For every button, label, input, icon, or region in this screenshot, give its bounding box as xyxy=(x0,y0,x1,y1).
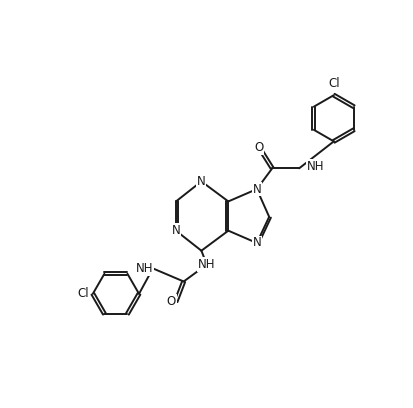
Text: N: N xyxy=(171,224,180,237)
Text: NH: NH xyxy=(135,262,152,275)
Text: NH: NH xyxy=(197,258,215,271)
Text: O: O xyxy=(166,295,176,308)
Text: Cl: Cl xyxy=(77,287,89,300)
Text: N: N xyxy=(252,237,261,250)
Text: O: O xyxy=(254,141,263,154)
Text: NH: NH xyxy=(306,160,324,173)
Text: N: N xyxy=(197,175,205,188)
Text: Cl: Cl xyxy=(327,77,339,90)
Text: N: N xyxy=(252,183,261,195)
